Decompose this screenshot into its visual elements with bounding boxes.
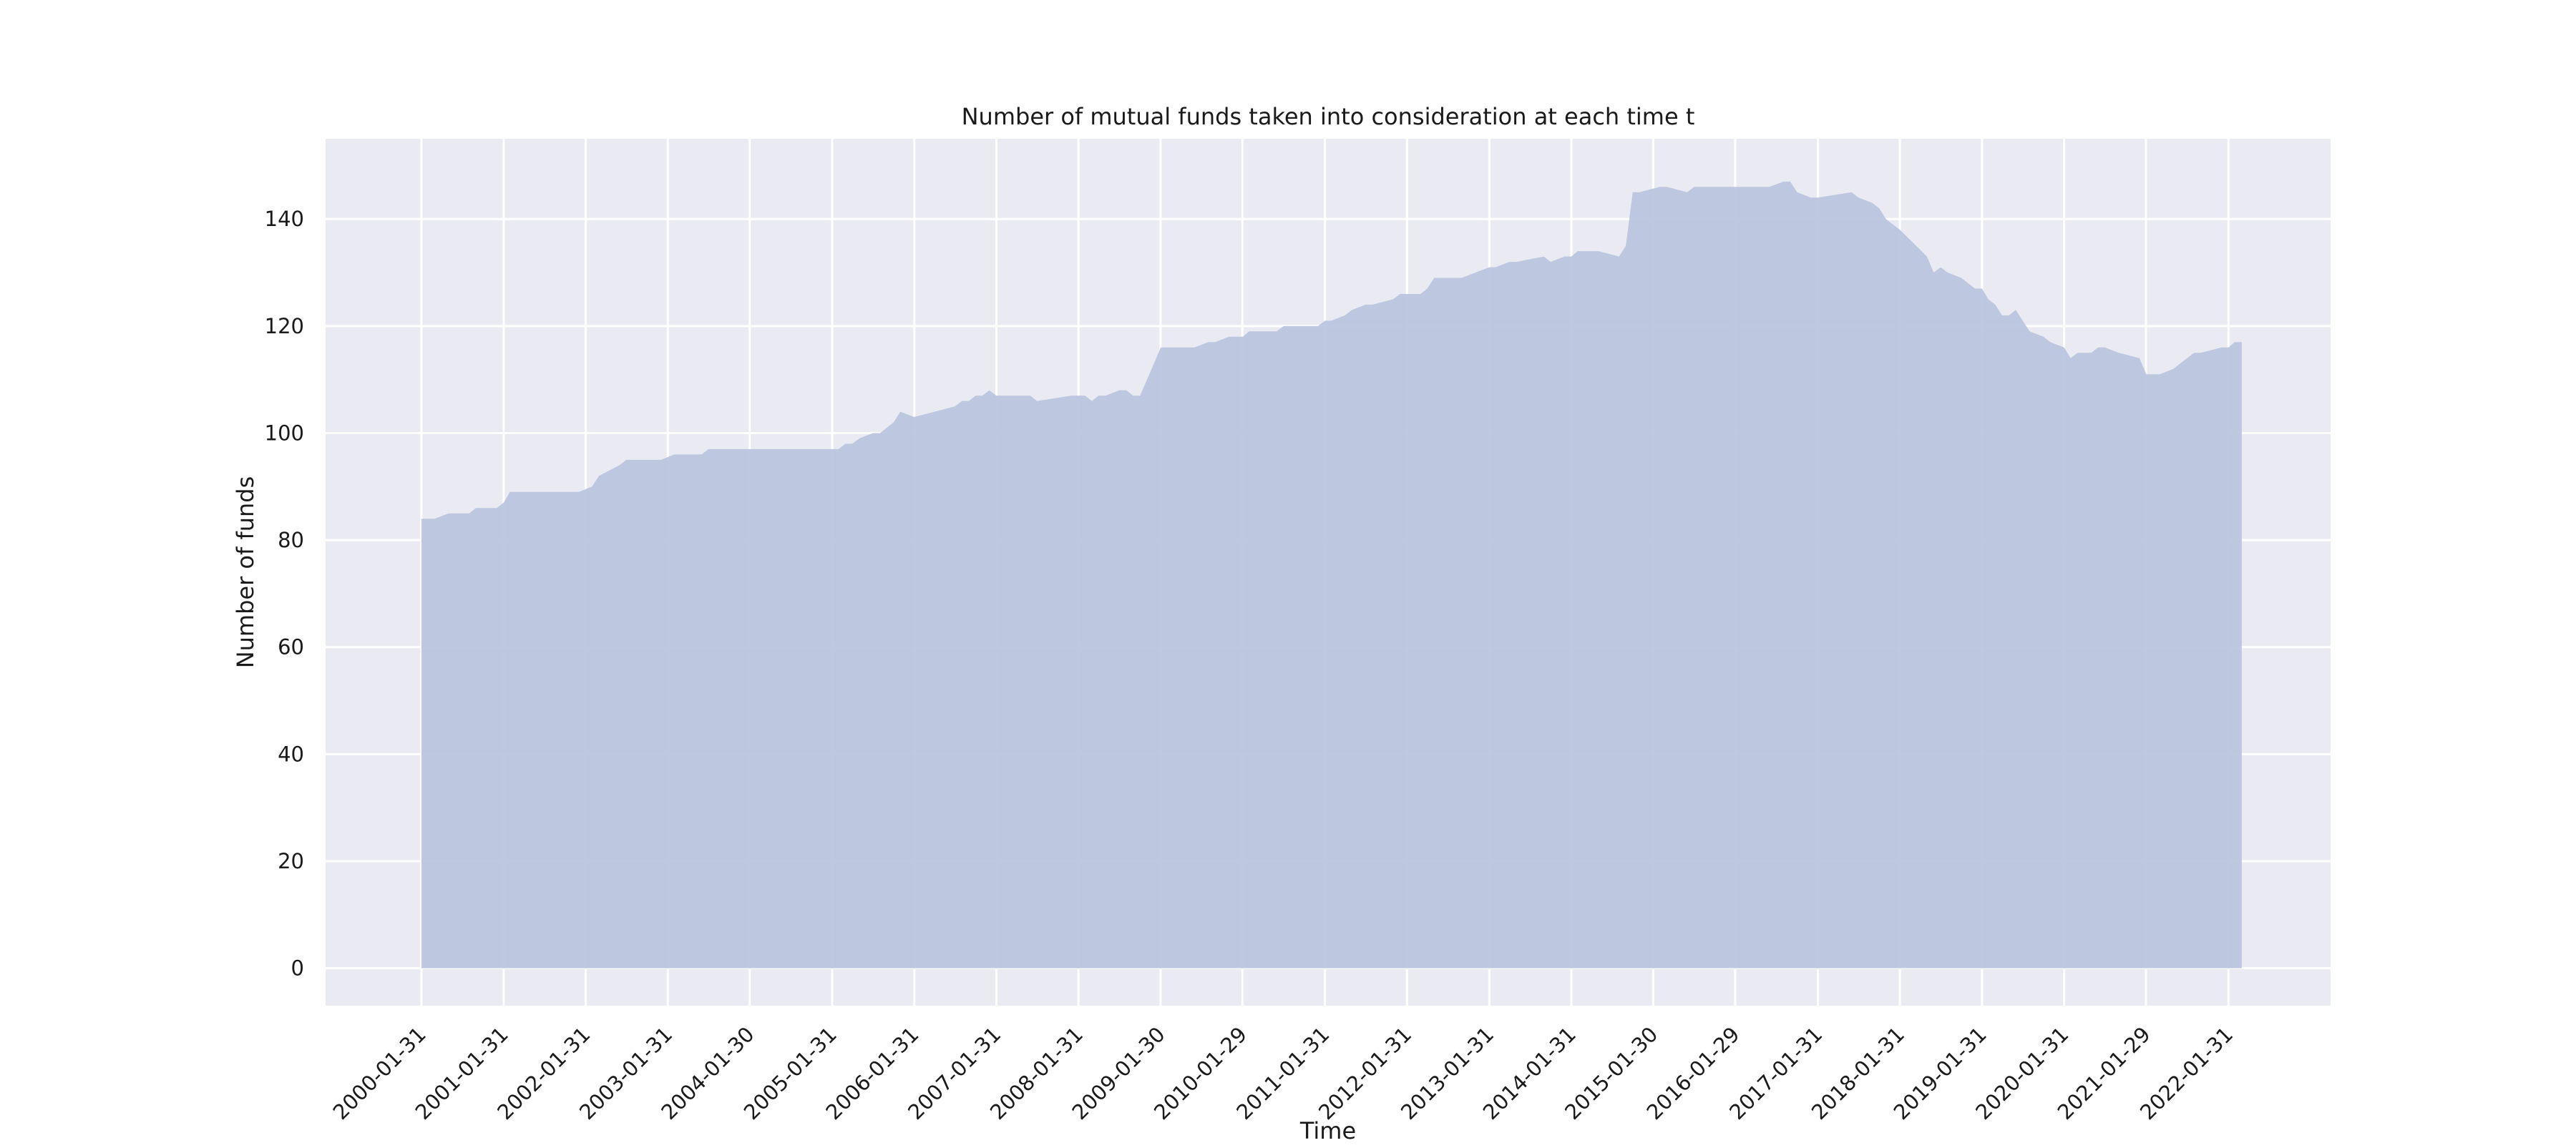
x-tick-labels: 2000-01-312001-01-312002-01-312003-01-31…: [328, 1022, 2238, 1124]
y-tick-label: 40: [278, 742, 304, 766]
y-tick-label: 60: [278, 635, 304, 659]
y-tick-label: 0: [291, 956, 304, 981]
area-series: [421, 181, 2242, 968]
y-tick-label: 120: [265, 314, 304, 338]
y-axis-label: Number of funds: [232, 476, 259, 669]
y-tick-labels: 0 20 40 60 80 100 120 140: [265, 207, 304, 980]
y-tick-label: 80: [278, 528, 304, 552]
y-tick-label: 20: [278, 849, 304, 873]
y-tick-label: 100: [265, 421, 304, 445]
y-tick-label: 140: [265, 207, 304, 231]
chart-title: Number of mutual funds taken into consid…: [962, 103, 1695, 130]
x-axis-label: Time: [1299, 1117, 1356, 1144]
